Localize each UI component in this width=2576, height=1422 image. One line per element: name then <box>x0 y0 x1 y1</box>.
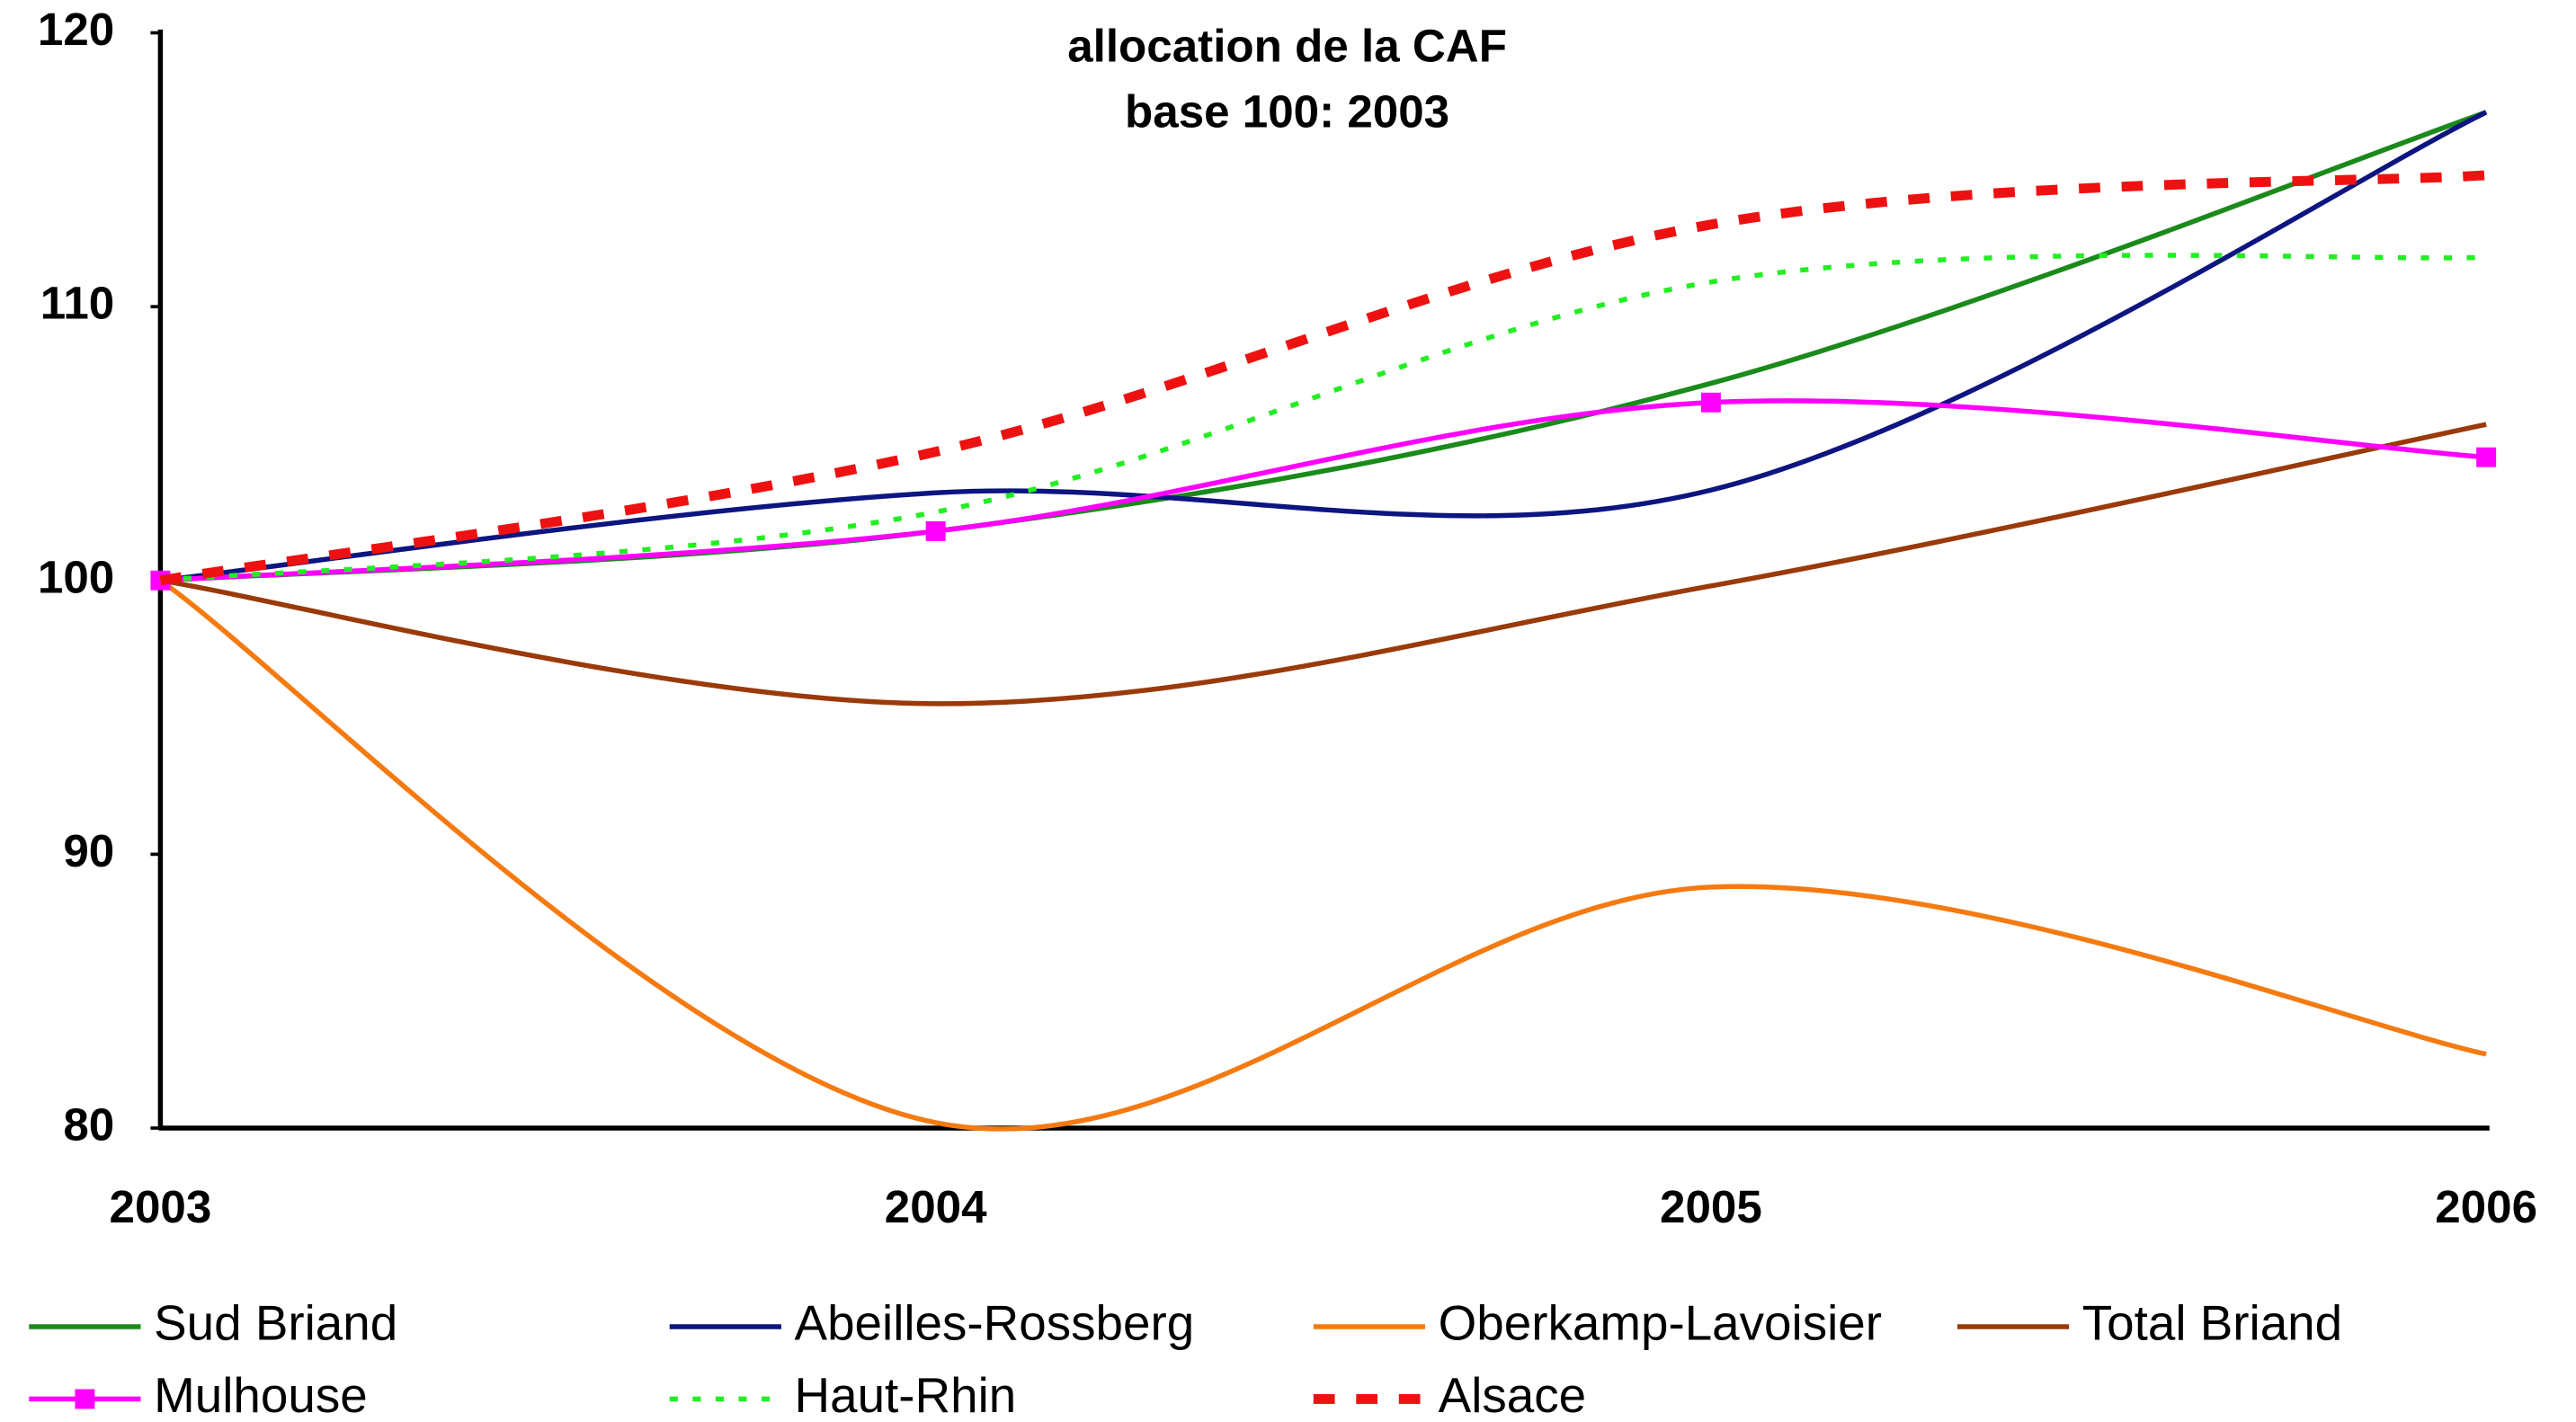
legend-label: Oberkamp-Lavoisier <box>1439 1295 1882 1351</box>
marker <box>2476 447 2497 467</box>
marker <box>925 520 946 541</box>
legend-label: Mulhouse <box>154 1367 368 1422</box>
legend-label: Alsace <box>1439 1367 1586 1422</box>
y-tick-label: 120 <box>38 4 114 55</box>
marker <box>1700 392 1721 413</box>
x-tick-label: 2005 <box>1660 1181 1762 1232</box>
series-line <box>158 578 2487 1132</box>
y-tick-label: 110 <box>40 278 115 329</box>
series-line <box>160 110 2488 583</box>
x-tick-label: 2004 <box>885 1181 987 1232</box>
x-tick-label: 2003 <box>110 1181 212 1232</box>
legend-label: Haut-Rhin <box>795 1367 1017 1422</box>
y-tick-label: 90 <box>63 825 114 876</box>
series-line <box>159 422 2487 707</box>
series-line <box>159 170 2487 586</box>
legend-marker <box>75 1389 95 1409</box>
legend-label: Total Briand <box>2082 1295 2342 1351</box>
x-tick-label: 2006 <box>2435 1181 2537 1232</box>
y-tick-label: 80 <box>63 1099 114 1151</box>
y-tick-label: 100 <box>38 551 114 602</box>
chart-title: allocation de la CAF <box>1067 20 1507 71</box>
series-line <box>160 398 2487 583</box>
legend-label: Sud Briand <box>154 1295 397 1351</box>
chart-subtitle: base 100: 2003 <box>1125 85 1449 137</box>
legend-label: Abeilles-Rossberg <box>795 1295 1195 1351</box>
